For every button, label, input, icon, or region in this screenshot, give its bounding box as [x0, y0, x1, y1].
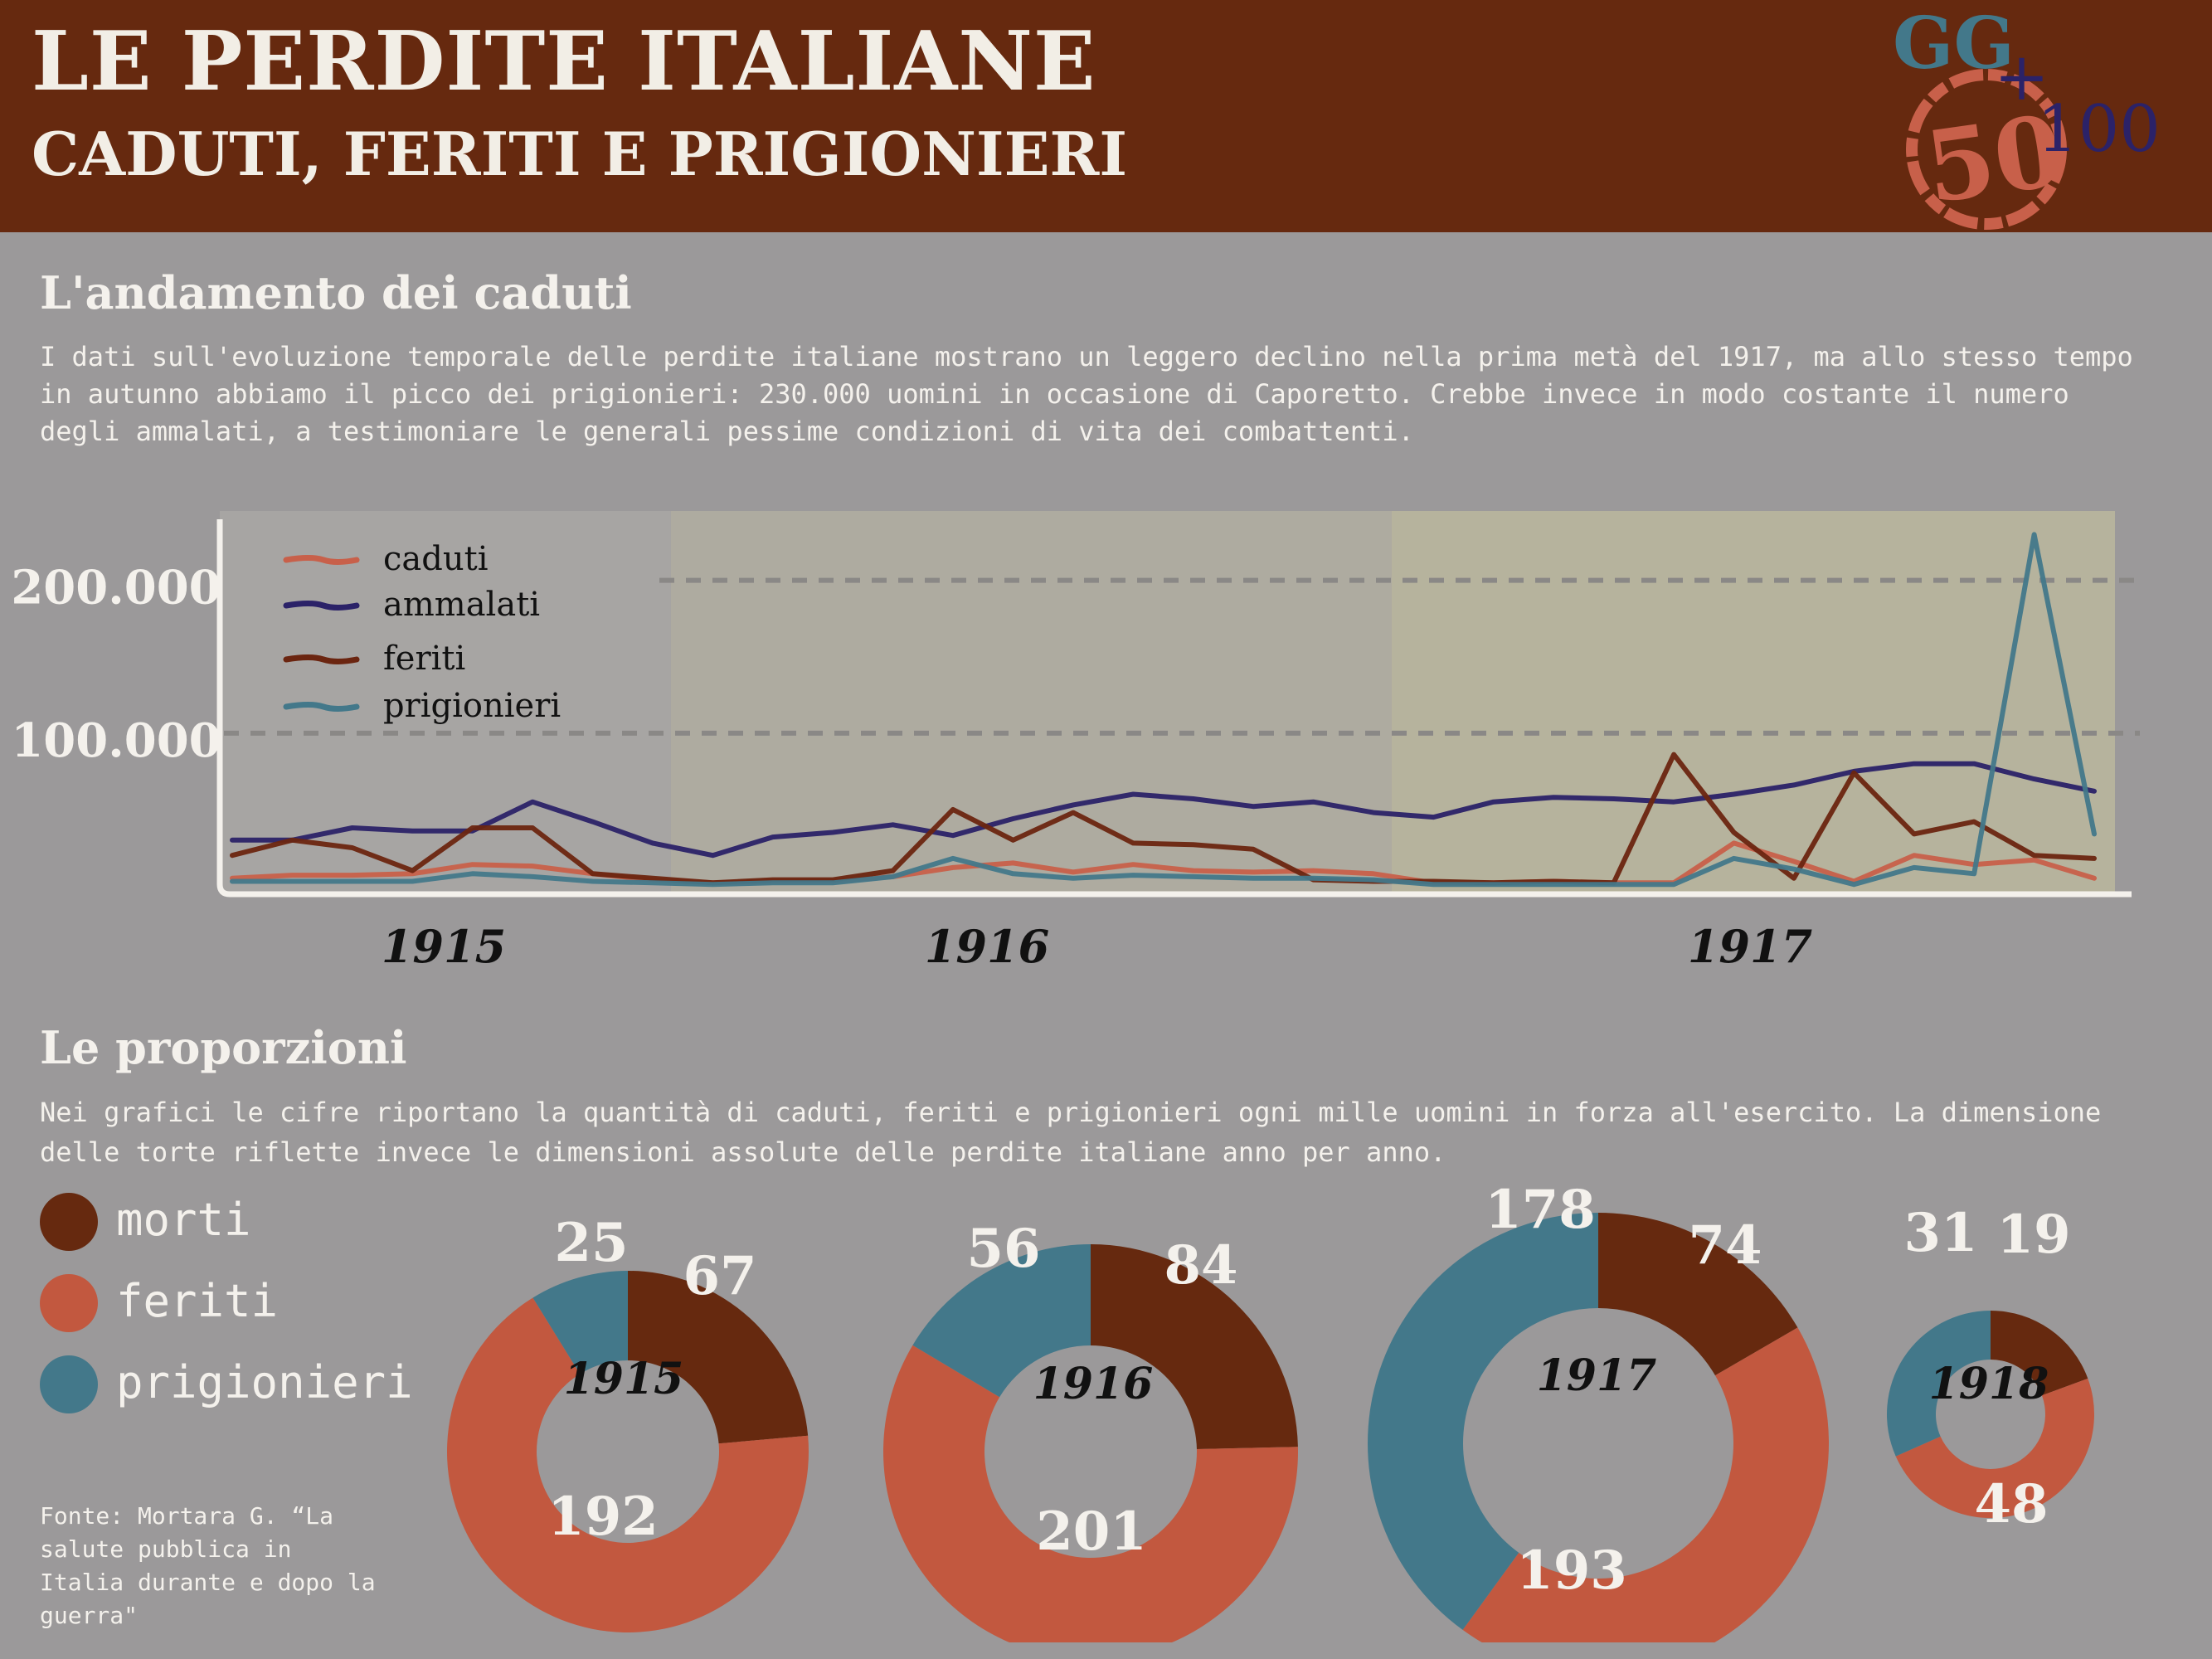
section-title-andamento: L'andamento dei caduti: [40, 266, 632, 319]
donut-1916-value-prigionieri: 56: [966, 1218, 1040, 1280]
page-subtitle: caduti, feriti e prigionieri: [32, 119, 1127, 189]
chart-axis: [216, 519, 2132, 898]
donut-1915-value-feriti: 192: [547, 1486, 659, 1548]
series-line-prigionieri: [230, 532, 2097, 888]
gg-logo: GG 50 + 100: [1893, 8, 2161, 230]
source-note: Fonte: Mortara G. “La salute pubblica in…: [40, 1502, 376, 1629]
section-title-proporzioni: Le proporzioni: [40, 1021, 407, 1074]
year-label-1917: 1917: [1688, 920, 1812, 973]
logo-100: 100: [2037, 92, 2161, 167]
legend-label-prigionieri: prigionieri: [116, 1356, 413, 1408]
series-line-caduti: [230, 840, 2097, 886]
line-chart: 100.000 200.000 1915 1916 1917 caduti ammalati…: [11, 511, 2140, 973]
donut-1915-slice-feriti: [446, 1297, 809, 1632]
section-description-andamento: I dati sull'evoluzione temporale delle p…: [40, 341, 2133, 447]
legend-swatch-prigionieri: [40, 1355, 98, 1413]
donut-1916-year-label: 1916: [1033, 1359, 1154, 1409]
donut-1917-year-label: 1917: [1537, 1350, 1657, 1401]
legend-label-feriti: feriti: [116, 1275, 279, 1327]
logo-plus: +: [1994, 38, 2049, 115]
donut-1915-slice-morti: [628, 1271, 809, 1444]
legend-label-feriti: feriti: [383, 640, 465, 678]
series-line-feriti: [230, 752, 2097, 886]
legend-swatch-morti: [40, 1193, 98, 1251]
donut-1915-year-label: 1915: [564, 1354, 684, 1404]
donut-1917-slice-morti: [1598, 1213, 1798, 1376]
donut-1917-value-morti: 74: [1688, 1214, 1762, 1277]
donut-1917-slice-feriti: [1462, 1327, 1829, 1642]
donut-1917-value-feriti: 193: [1516, 1540, 1627, 1602]
donut-1917-slice-prigionieri: [1368, 1213, 1598, 1630]
year-label-1916: 1916: [925, 920, 1049, 973]
legend-line-feriti: [283, 654, 360, 664]
donut-1916-value-morti: 84: [1164, 1234, 1237, 1297]
logo-circle: [1906, 69, 2067, 230]
legend-line-caduti: [283, 555, 360, 565]
donut-1916-slice-feriti: [883, 1345, 1298, 1642]
series-line-ammalati: [230, 761, 2097, 859]
donut-1918-year-label: 1918: [1929, 1359, 2049, 1409]
logo-50: 50: [1918, 92, 2069, 226]
donut-1918-value-morti: 19: [1996, 1204, 2070, 1266]
year-label-1915: 1915: [382, 920, 506, 973]
donut-1915-slice-prigionieri: [532, 1271, 628, 1374]
legend-line-ammalati: [283, 601, 360, 611]
donut-1915-value-prigionieri: 25: [554, 1212, 628, 1274]
legend-label-caduti: caduti: [383, 540, 488, 578]
page-title: Le perdite italiane: [32, 14, 1096, 109]
donut-1916-slice-prigionieri: [912, 1244, 1091, 1398]
donut-1918-value-prigionieri: 31: [1903, 1202, 1977, 1264]
donut-1918-value-feriti: 48: [1974, 1473, 2048, 1535]
legend-label-morti: morti: [116, 1194, 251, 1246]
donut-charts: 1915 67 192 25 1916 84 201 56 1917 74 193 178 1918 19…: [446, 1179, 2094, 1642]
donut-1918-slice-morti: [1991, 1311, 2088, 1396]
donut-1915-value-morti: 67: [683, 1245, 756, 1307]
legend-label-ammalati: ammalati: [383, 586, 540, 624]
donut-1917-value-prigionieri: 178: [1485, 1179, 1596, 1241]
legend-line-prigionieri: [283, 702, 360, 712]
donut-1916-value-feriti: 201: [1036, 1501, 1147, 1563]
legend-label-prigionieri: prigionieri: [383, 687, 561, 725]
section-description-proporzioni: Nei grafici le cifre riportano la quanti…: [40, 1097, 2102, 1168]
donut-1918-slice-feriti: [1895, 1378, 2094, 1518]
legend-swatch-feriti: [40, 1274, 98, 1332]
y-tick-label: 100.000: [11, 713, 221, 768]
header-banner: [0, 0, 2212, 232]
y-tick-label: 200.000: [11, 561, 221, 615]
donut-1916-slice-morti: [1091, 1244, 1298, 1450]
logo-gg: GG: [1893, 8, 2015, 85]
donut-1918-slice-prigionieri: [1887, 1311, 1991, 1457]
